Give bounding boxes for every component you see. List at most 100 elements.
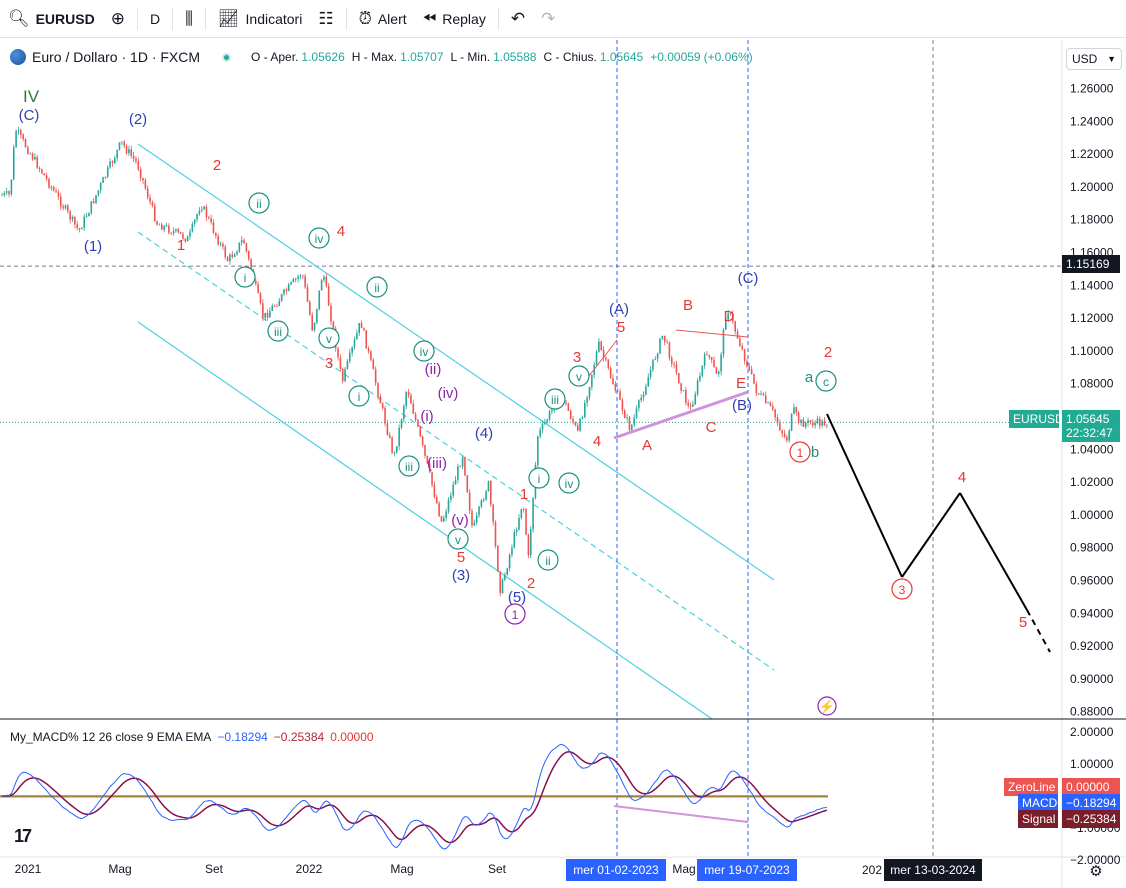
candle-body xyxy=(381,403,384,409)
macd-y-tick-label: 2.00000 xyxy=(1070,725,1114,739)
triangle-lower-line xyxy=(613,390,749,440)
candle-body xyxy=(224,246,227,258)
chart-container[interactable]: IV (C) (2) (1) 2 1 ii iv 4 i ii iii v 3 iv (ii) (iv) (i) i… xyxy=(0,40,1126,888)
wave-label-circle xyxy=(234,266,256,288)
candle-body xyxy=(586,397,588,403)
candle-body xyxy=(396,446,398,453)
x-tick-label: 2022 xyxy=(296,862,323,876)
candle-body xyxy=(459,466,462,468)
layouts-button[interactable]: ☷ xyxy=(310,4,341,34)
candle-body xyxy=(607,359,610,369)
symbol-search[interactable]: 🔍︎ EURUSD xyxy=(0,4,103,34)
candle-body xyxy=(727,313,729,320)
candle-body xyxy=(652,359,654,370)
candle-body xyxy=(715,367,718,374)
interval-button[interactable]: D xyxy=(142,4,168,34)
macd-divergence-line xyxy=(613,805,749,823)
candle-body xyxy=(15,131,17,148)
wave-label: 4 xyxy=(337,223,345,240)
candle-body xyxy=(410,395,412,404)
alarm-clock-icon: ⏰︎ xyxy=(358,9,372,28)
candle-body xyxy=(205,206,208,218)
candle-body xyxy=(755,383,758,394)
wave-label: (2) xyxy=(129,111,147,128)
candle-body xyxy=(638,400,640,409)
candle-body xyxy=(62,206,64,209)
symbol-title[interactable]: Euro / Dollaro · 1D · FXCM xyxy=(32,49,201,65)
candle-body xyxy=(804,422,807,427)
candle-body xyxy=(490,481,492,505)
candle-body xyxy=(647,377,650,387)
candle-body xyxy=(407,392,410,396)
wave-label: 2 xyxy=(824,344,832,361)
alert-button[interactable]: ⏰︎ Alert xyxy=(351,4,415,34)
candle-body xyxy=(786,436,788,441)
candle-body xyxy=(388,434,391,438)
macd-legend[interactable]: My_MACD% 12 26 close 9 EMA EMA −0.18294 … xyxy=(10,730,374,744)
candle-body xyxy=(59,196,62,207)
undo-button[interactable]: ↶ xyxy=(503,4,533,34)
symbol-tag: EURUSD xyxy=(1009,410,1064,428)
candle-body xyxy=(614,384,617,391)
candle-body xyxy=(417,420,419,427)
candle-body xyxy=(696,380,699,395)
candle-body xyxy=(760,393,762,395)
candle-body xyxy=(45,175,48,179)
compare-button[interactable]: ⊕ xyxy=(103,4,133,34)
y-tick-label: 1.10000 xyxy=(1070,344,1114,358)
candle-body xyxy=(788,430,791,441)
candle-body xyxy=(139,169,142,179)
candle-body xyxy=(807,420,809,423)
candle-body xyxy=(285,289,288,292)
chart-type-button[interactable]: ⫼ xyxy=(177,4,201,34)
candle-body xyxy=(814,422,816,426)
candle-body xyxy=(165,225,168,227)
redo-button[interactable]: ↷ xyxy=(533,4,563,34)
currency-select[interactable]: USD ▼ xyxy=(1066,48,1122,70)
tradingview-logo: 17 xyxy=(14,826,32,846)
candle-body xyxy=(78,228,81,230)
wave-label: (3) xyxy=(452,567,470,584)
candle-body xyxy=(306,287,309,302)
wave-label-circle xyxy=(504,603,526,625)
candle-body xyxy=(591,374,593,387)
candle-body xyxy=(595,351,598,365)
candle-body xyxy=(783,433,786,437)
candle-body xyxy=(800,419,802,423)
candle-body xyxy=(264,312,266,318)
candle-body xyxy=(95,195,97,204)
x-tick-label: Set xyxy=(488,862,507,876)
candle-body xyxy=(529,529,532,556)
candle-body xyxy=(485,491,487,500)
wave-label: (5) xyxy=(508,589,526,606)
candle-body xyxy=(76,224,78,229)
wave-label-circle xyxy=(544,388,566,410)
candle-body xyxy=(513,531,516,548)
candle-body xyxy=(670,357,673,364)
wave-label: 4 xyxy=(593,433,601,450)
y-tick-label: 0.94000 xyxy=(1070,606,1114,620)
wave-label-circle xyxy=(891,578,913,600)
candle-body xyxy=(351,347,353,353)
candle-body xyxy=(734,321,736,332)
candle-body xyxy=(769,402,772,407)
candle-body xyxy=(360,323,363,329)
candle-body xyxy=(779,423,781,431)
macd-line xyxy=(1,743,827,850)
candle-body xyxy=(325,276,328,287)
candle-body xyxy=(678,372,680,384)
indicators-button[interactable]: 📈︎ Indicatori xyxy=(210,4,310,34)
candle-body xyxy=(283,289,285,295)
y-tick-label: 1.14000 xyxy=(1070,278,1114,292)
candle-body xyxy=(344,368,346,381)
candle-body xyxy=(339,357,342,369)
vertical-lines xyxy=(616,40,934,857)
candle-body xyxy=(445,511,447,518)
y-tick-label: 0.90000 xyxy=(1070,672,1114,686)
undo-icon: ↶ xyxy=(510,9,526,28)
replay-button[interactable]: ⏪︎ Replay xyxy=(415,4,494,34)
candle-body xyxy=(475,515,478,523)
candle-body xyxy=(706,354,708,356)
